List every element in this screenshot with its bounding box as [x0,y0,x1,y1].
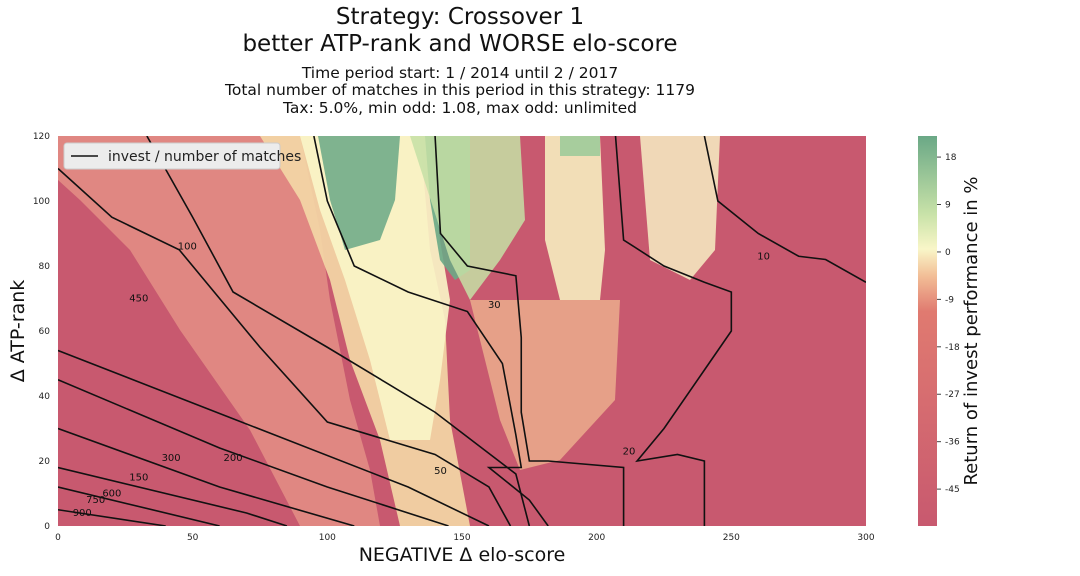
contour-line [58,486,220,526]
x-tick-label: 250 [723,533,740,543]
contour-lines [58,136,866,526]
contour-line [58,167,512,526]
x-tick-label: 100 [319,533,336,543]
colorbar-tick-label: -9 [945,295,954,305]
legend-box [63,142,281,170]
contour-label: 900 [73,508,92,519]
contour-label: 20 [623,446,636,457]
contour-line [434,136,625,526]
contour-label: 450 [129,294,148,305]
x-axis-label: NEGATIVE Δ elo-score [359,544,566,566]
contour-label: 50 [434,466,447,477]
colorbar-tick-label: -45 [945,485,960,495]
x-tick-label: 300 [857,533,874,543]
colorbar-tick-label: -27 [945,390,960,400]
heat-region-green-top-strip [560,136,600,156]
legend: invest / number of matches [63,142,301,170]
contour-line [58,427,355,526]
x-tick-label: 200 [588,533,605,543]
colorbar-tick-label: -18 [945,343,960,353]
contour-label: 600 [102,489,121,500]
y-axis-label: Δ ATP-rank [7,280,29,383]
colorbar-label: Return of invest performance in % [961,176,982,485]
contour-label: 750 [86,495,105,506]
contour-line [58,379,449,526]
colorbar-tick-label: 18 [945,153,957,163]
contour-line [58,349,490,526]
contour-line [58,508,166,526]
y-tick-label: 40 [39,392,51,402]
contour-label: 10 [757,251,770,262]
colorbar-ticks: 18 9 0 -9 -18 -27 -36 -45 [937,153,960,495]
y-axis-ticks: 0 20 40 60 80 100 120 [33,132,50,532]
x-tick-label: 0 [55,533,61,543]
colorbar: 18 9 0 -9 -18 -27 -36 -45 Return of invest perf… [918,136,982,526]
contour-line [146,136,531,526]
colorbar-tick-label: 0 [945,248,951,258]
x-axis-ticks: 0 50 100 150 200 250 300 [55,533,875,543]
x-tick-label: 50 [187,533,199,543]
heat-region-pale-right-b [640,136,720,280]
y-tick-label: 0 [44,522,50,532]
contour-line [58,466,288,526]
y-tick-label: 80 [39,262,51,272]
contour-label: 30 [488,300,501,311]
colorbar-tick-label: 9 [945,201,951,211]
subtitle-match-count: Total number of matches in this period i… [225,81,695,99]
contour-label: 100 [178,242,197,253]
heat-region-green-band [318,136,400,250]
y-tick-label: 120 [33,132,50,142]
contour-label: 200 [224,453,243,464]
colorbar-tick-label: -36 [945,438,960,448]
heat-region-light-green [410,136,525,300]
contour-label: 150 [129,472,148,483]
heat-region-peach-mid [470,300,620,470]
y-tick-label: 20 [39,457,51,467]
y-tick-label: 60 [39,327,51,337]
heatmap-regions [58,136,720,526]
subtitle-time-period: Time period start: 1 / 2014 until 2 / 20… [301,64,619,82]
subtitle-tax: Tax: 5.0%, min odd: 1.08, max odd: unlim… [283,99,637,117]
y-tick-label: 100 [33,197,50,207]
contour-line [614,136,733,526]
contour-line [313,136,549,526]
heat-region-pale-right-a [545,136,605,300]
heat-region-warm-left [58,136,380,526]
contour-line [703,136,866,283]
contour-label: 300 [162,453,181,464]
colorbar-gradient [918,136,937,526]
chart-title-line-2: better ATP-rank and WORSE elo-score [242,31,678,57]
x-tick-label: 150 [453,533,470,543]
legend-label: invest / number of matches [108,149,301,165]
chart-title-line-1: Strategy: Crossover 1 [335,4,585,30]
